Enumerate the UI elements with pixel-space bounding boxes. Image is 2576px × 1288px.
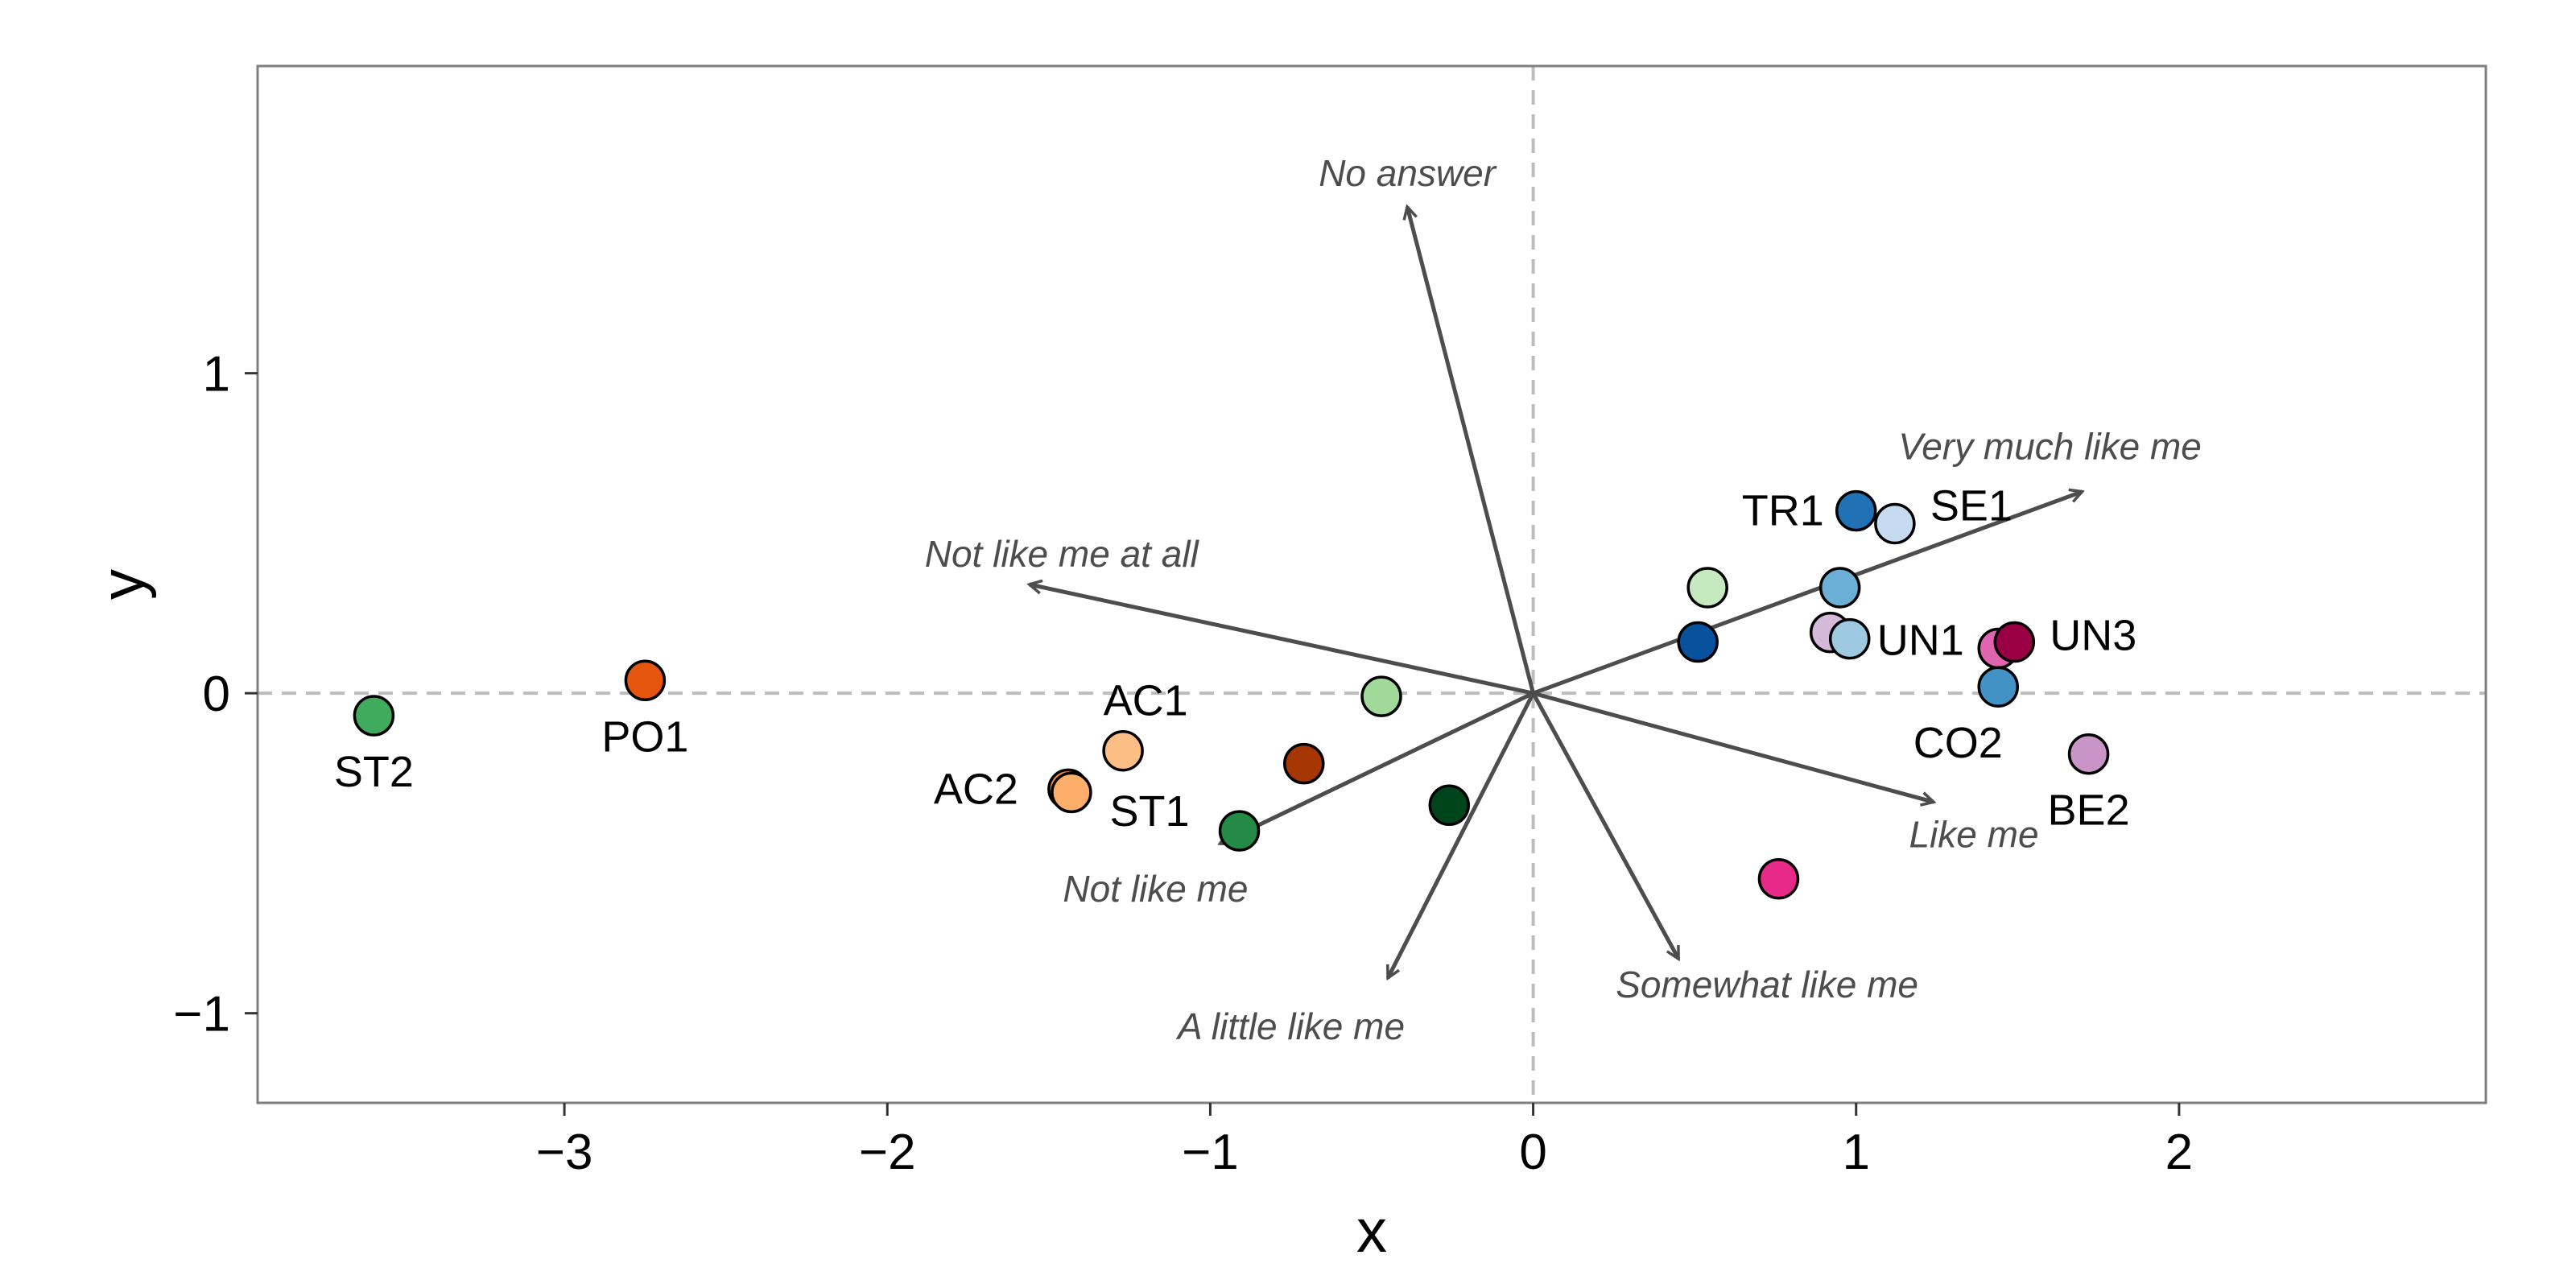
data-point xyxy=(1428,784,1471,827)
data-point xyxy=(1283,742,1325,785)
loading-arrows xyxy=(1030,207,2083,978)
panel-border xyxy=(256,64,2487,1104)
loading-arrow xyxy=(1407,207,1535,694)
x-tick-label: 2 xyxy=(2165,1125,2193,1180)
loading-arrow xyxy=(1385,692,1535,978)
data-point xyxy=(2067,733,2110,775)
point-label: UN3 xyxy=(2050,612,2136,660)
point-label: BE2 xyxy=(2048,786,2130,835)
data-point xyxy=(1677,621,1719,663)
x-axis-title: x xyxy=(1356,1197,1387,1265)
data-point xyxy=(624,659,667,702)
arrow-label: Like me xyxy=(1909,813,2038,855)
loading-arrow xyxy=(1220,691,1534,844)
data-point xyxy=(1874,502,1916,545)
data-point xyxy=(1828,617,1871,660)
y-tick-label: 1 xyxy=(203,347,230,402)
y-axis-title: y xyxy=(89,569,157,600)
loading-arrow xyxy=(1531,691,1681,959)
x-axis-ticks: −3 −2 −1 0 1 2 xyxy=(536,1103,2193,1180)
y-tick-label: 0 xyxy=(203,667,230,722)
data-point xyxy=(1051,771,1092,814)
data-points xyxy=(353,489,2110,900)
y-tick-label: −1 xyxy=(173,987,230,1042)
point-label: ST1 xyxy=(1109,787,1189,836)
data-point xyxy=(1818,567,1861,609)
point-label: CO2 xyxy=(1913,719,2003,767)
data-point xyxy=(1977,666,2019,708)
data-point xyxy=(353,695,395,737)
point-label: SE1 xyxy=(1930,481,2013,530)
loading-arrow xyxy=(1532,691,1934,802)
point-labels: ST2 PO1 AC1 AC2 ST1 TR1 SE1 UN1 UN3 CO2 BE2 xyxy=(334,481,2136,836)
point-label: UN1 xyxy=(1877,617,1964,665)
x-tick-label: −3 xyxy=(536,1125,593,1180)
arrow-label: No answer xyxy=(1319,152,1497,194)
x-tick-label: 1 xyxy=(1842,1125,1869,1180)
data-point xyxy=(1360,675,1402,717)
y-axis-ticks: −1 0 1 xyxy=(173,347,258,1042)
point-label: ST2 xyxy=(334,748,414,796)
loading-arrow xyxy=(1532,492,2083,696)
arrow-label: Very much like me xyxy=(1898,426,2202,468)
arrow-label: Somewhat like me xyxy=(1616,964,1918,1005)
data-point xyxy=(1218,810,1261,852)
data-point xyxy=(1757,857,1800,900)
loading-arrow xyxy=(1030,584,1534,696)
data-point xyxy=(1102,729,1144,772)
arrow-label: Not like me at all xyxy=(925,533,1200,575)
point-label: PO1 xyxy=(601,712,688,761)
x-tick-label: 0 xyxy=(1519,1125,1546,1180)
data-point xyxy=(1835,489,1877,532)
arrow-label: Not like me xyxy=(1063,868,1248,910)
x-tick-label: −2 xyxy=(859,1125,916,1180)
data-point xyxy=(1993,621,2036,663)
arrow-label: A little like me xyxy=(1175,1005,1405,1047)
x-tick-label: −1 xyxy=(1182,1125,1239,1180)
point-label: TR1 xyxy=(1742,487,1824,535)
point-label: AC2 xyxy=(934,765,1018,813)
data-point xyxy=(1686,567,1728,609)
arrow-labels: No answer Very much like me Not like me at… xyxy=(925,152,2202,1047)
point-label: AC1 xyxy=(1104,677,1188,725)
